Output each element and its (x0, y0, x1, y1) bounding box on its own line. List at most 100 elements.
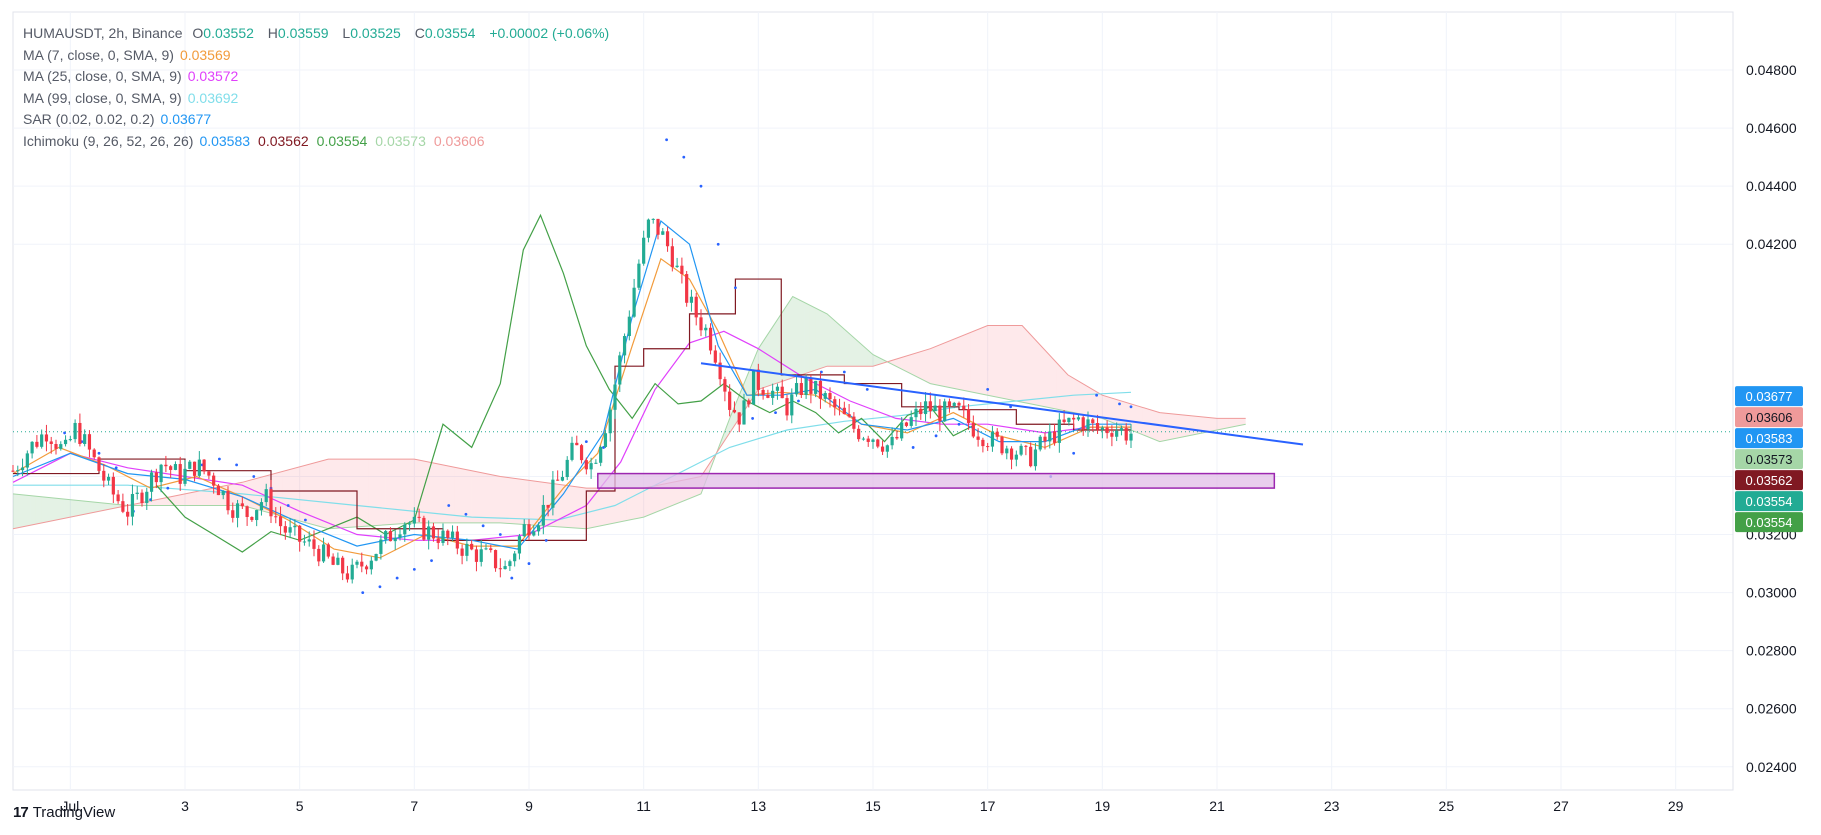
cloud-segment (190, 491, 197, 506)
cloud-segment (328, 459, 335, 529)
candle-body (828, 393, 832, 400)
cloud-segment (408, 459, 415, 524)
symbol-label[interactable]: HUMAUSDT, 2h, Binance (23, 25, 183, 41)
candle-body (646, 219, 651, 238)
candle-body (904, 422, 909, 426)
ma25-legend[interactable]: MA (25, close, 0, SMA, 9) 0.03572 (23, 66, 619, 88)
cloud-segment (465, 469, 472, 523)
cloud-segment (1108, 396, 1114, 424)
candle-body (952, 402, 956, 406)
candle-body (876, 439, 880, 447)
cloud-segment (643, 486, 650, 518)
candle-body (369, 560, 373, 570)
candle-body (188, 461, 192, 469)
cloud-segment (1039, 344, 1045, 407)
sar-dot (865, 387, 869, 391)
x-tick-label: 19 (1095, 798, 1111, 814)
candle-body (1091, 419, 1095, 424)
sar-dot (218, 457, 221, 461)
cloud-segment (1096, 391, 1103, 419)
sar-dot (1095, 393, 1098, 397)
candle-body (880, 446, 885, 452)
candle-body (63, 439, 68, 445)
candle-body (441, 530, 445, 543)
cloud-segment (580, 487, 587, 529)
cloud-segment (196, 490, 203, 506)
price-label-text: 0.03573 (1746, 452, 1793, 467)
cloud-segment (1239, 418, 1246, 426)
candle-body (116, 494, 120, 502)
candle-body (422, 517, 426, 540)
candle-body (412, 516, 416, 524)
candle-body (986, 446, 990, 448)
ichimoku-legend[interactable]: Ichimoku (9, 26, 52, 26, 26) 0.03583 0.035… (23, 131, 619, 153)
candle-body (541, 504, 545, 526)
cloud-segment (41, 496, 48, 523)
ma99-legend[interactable]: MA (99, close, 0, SMA, 9) 0.03692 (23, 88, 619, 110)
candle-body (551, 479, 555, 508)
ichimoku-lagging-value: 0.03554 (316, 132, 368, 149)
candle-body (87, 434, 92, 450)
candle-body (871, 439, 875, 442)
candle-body (622, 336, 627, 356)
candle-body (699, 317, 703, 331)
candle-body (149, 472, 154, 492)
candle-body (532, 531, 536, 536)
support-zone-box[interactable] (597, 472, 1276, 489)
cloud-segment (162, 497, 168, 506)
candle-body (92, 449, 96, 458)
sar-dot (235, 463, 239, 467)
cloud-segment (844, 329, 851, 367)
candle-body (436, 538, 440, 543)
cloud-segment (798, 299, 805, 376)
cloud-segment (385, 459, 392, 525)
candle-body (1024, 445, 1028, 447)
cloud-segment (30, 495, 36, 526)
candle-body (374, 553, 378, 561)
cloud-segment (322, 459, 329, 529)
candle-body (728, 391, 732, 410)
x-tick-label: 11 (636, 798, 651, 814)
tradingview-logo-icon: 17 (13, 804, 29, 821)
cloud-segment (13, 493, 19, 529)
cloud-segment (87, 501, 94, 514)
candle-body (761, 389, 765, 395)
sar-dot (734, 286, 737, 290)
drawing-tools[interactable] (597, 362, 1304, 489)
candle-body (522, 524, 526, 537)
candle-body (388, 531, 393, 542)
sar-dot (510, 576, 514, 580)
descending-trendline[interactable] (700, 362, 1304, 446)
cloud-segment (64, 499, 71, 519)
candle-body (847, 414, 851, 417)
cloud-segment (781, 305, 787, 382)
sar-legend[interactable]: SAR (0.02, 0.02, 0.2) 0.03677 (23, 109, 619, 131)
sar-value: 0.03677 (160, 111, 212, 127)
x-tick-label: 9 (525, 798, 533, 814)
cloud-segment (431, 462, 438, 523)
sar-dot (842, 370, 846, 374)
cloud-segment (632, 488, 638, 520)
candle-body (900, 422, 904, 439)
candle-body (427, 526, 431, 540)
cloud-segment (345, 459, 352, 528)
candle-body (766, 394, 770, 398)
cloud-segment (351, 459, 357, 528)
candle-body (704, 327, 708, 331)
ma7-legend[interactable]: MA (7, close, 0, SMA, 9) 0.03569 (23, 45, 619, 67)
candle-body (823, 393, 827, 399)
price-label-text: 0.03677 (1746, 389, 1793, 404)
candle-body (799, 383, 803, 395)
sar-dot (464, 512, 468, 516)
cloud-segment (185, 492, 191, 506)
candle-body (255, 510, 259, 521)
sar-dot (1072, 451, 1076, 455)
tradingview-brand[interactable]: 17 TradingView (13, 804, 115, 821)
candle-body (264, 489, 268, 503)
cloud-segment (1217, 418, 1223, 431)
candle-body (751, 369, 756, 405)
ichimoku-cloud (13, 296, 1246, 529)
candle-body (135, 492, 139, 494)
candle-body (317, 548, 321, 562)
